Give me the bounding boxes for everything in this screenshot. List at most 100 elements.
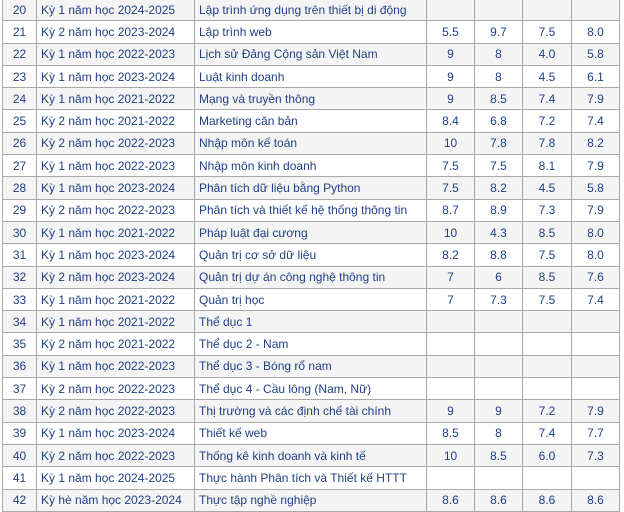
row-number: 33: [2, 287, 37, 312]
course-name-cell: Lịch sử Đảng Cộng sản Việt Nam: [194, 42, 427, 66]
score-cell-2: 4.3: [474, 220, 523, 245]
score-cell-4: [571, 332, 620, 356]
score-cell-2: 8.5: [474, 87, 523, 111]
score-cell-1: 10: [426, 131, 475, 156]
score-cell-2: [474, 377, 523, 401]
course-name-cell: Thị trường và các định chế tài chính: [194, 399, 427, 423]
course-name-cell: Quản trị học: [194, 287, 427, 312]
score-cell-3: 6.0: [522, 443, 572, 468]
table-row: 40 Kỳ 2 năm học 2022-2023 Thống kê kinh do…: [2, 443, 620, 468]
term-cell: Kỳ 2 năm học 2022-2023: [36, 399, 195, 423]
row-number: 26: [2, 131, 37, 156]
score-cell-4: [571, 377, 620, 401]
row-number: 23: [2, 64, 37, 89]
term-cell: Kỳ hè năm học 2023-2024: [36, 488, 195, 512]
score-cell-4: 7.9: [571, 198, 620, 222]
term-cell: Kỳ 1 năm học 2022-2023: [36, 42, 195, 66]
row-number: 21: [2, 20, 37, 44]
score-cell-3: 7.2: [522, 399, 572, 423]
score-cell-3: 7.3: [522, 198, 572, 222]
score-cell-2: 9.7: [474, 20, 523, 44]
score-cell-2: [474, 0, 523, 22]
score-cell-3: [522, 310, 572, 334]
course-name-cell: Lập trình web: [194, 20, 427, 44]
row-number: 22: [2, 42, 37, 66]
score-cell-1: 8.6: [426, 488, 475, 512]
score-cell-3: 8.5: [522, 220, 572, 245]
score-cell-3: 4.5: [522, 176, 572, 200]
score-cell-1: 8.4: [426, 109, 475, 133]
score-cell-3: 8.5: [522, 265, 572, 289]
term-cell: Kỳ 1 năm học 2021-2022: [36, 87, 195, 111]
table-row: 38 Kỳ 2 năm học 2022-2023 Thị trường và cá…: [2, 399, 620, 423]
course-name-cell: Thể dục 3 - Bóng rổ nam: [194, 354, 427, 379]
course-name-cell: Thiết kế web: [194, 421, 427, 445]
row-number: 32: [2, 265, 37, 289]
score-cell-2: 8.5: [474, 443, 523, 468]
score-cell-2: [474, 332, 523, 356]
score-cell-1: 5.5: [426, 20, 475, 44]
table-row: 22 Kỳ 1 năm học 2022-2023 Lịch sử Đảng Cộn…: [2, 42, 620, 66]
score-cell-2: 8.2: [474, 176, 523, 200]
score-cell-4: [571, 466, 620, 490]
table-row: 25 Kỳ 2 năm học 2021-2022 Marketing căn bả…: [2, 109, 620, 133]
score-cell-1: 9: [426, 64, 475, 89]
term-cell: Kỳ 1 năm học 2023-2024: [36, 64, 195, 89]
score-cell-4: 5.8: [571, 42, 620, 66]
score-cell-1: 9: [426, 399, 475, 423]
table-row: 39 Kỳ 1 năm học 2023-2024 Thiết kế web 8.5 8…: [2, 421, 620, 445]
score-cell-4: 7.9: [571, 87, 620, 111]
row-number: 31: [2, 243, 37, 267]
score-cell-3: 4.5: [522, 64, 572, 89]
row-number: 35: [2, 332, 37, 356]
table-row: 23 Kỳ 1 năm học 2023-2024 Luật kinh doanh 9…: [2, 64, 620, 89]
score-cell-2: 7.8: [474, 131, 523, 156]
score-cell-3: 7.5: [522, 20, 572, 44]
term-cell: Kỳ 1 năm học 2023-2024: [36, 421, 195, 445]
score-cell-2: 8.8: [474, 243, 523, 267]
term-cell: Kỳ 1 năm học 2024-2025: [36, 466, 195, 490]
score-cell-4: [571, 310, 620, 334]
score-cell-1: [426, 354, 475, 379]
table-row: 31 Kỳ 1 năm học 2023-2024 Quản trị cơ sở d…: [2, 243, 620, 267]
term-cell: Kỳ 2 năm học 2022-2023: [36, 131, 195, 156]
term-cell: Kỳ 1 năm học 2021-2022: [36, 310, 195, 334]
course-name-cell: Pháp luật đại cương: [194, 220, 427, 245]
score-cell-4: 7.6: [571, 265, 620, 289]
score-cell-1: 8.5: [426, 421, 475, 445]
score-cell-3: 7.2: [522, 109, 572, 133]
term-cell: Kỳ 2 năm học 2022-2023: [36, 377, 195, 401]
table-row: 33 Kỳ 1 năm học 2021-2022 Quản trị học 7 7.3…: [2, 287, 620, 312]
score-cell-4: 8.6: [571, 488, 620, 512]
score-cell-2: 8.9: [474, 198, 523, 222]
row-number: 36: [2, 354, 37, 379]
course-name-cell: Phân tích dữ liệu bằng Python: [194, 176, 427, 200]
table-row: 41 Kỳ 1 năm học 2024-2025 Thực hành Phân t…: [2, 466, 620, 490]
score-cell-1: [426, 377, 475, 401]
score-cell-2: 8: [474, 421, 523, 445]
term-cell: Kỳ 2 năm học 2021-2022: [36, 109, 195, 133]
term-cell: Kỳ 1 năm học 2022-2023: [36, 154, 195, 178]
course-name-cell: Nhập môn kinh doanh: [194, 154, 427, 178]
table-row: 29 Kỳ 2 năm học 2022-2023 Phân tích và thi…: [2, 198, 620, 222]
score-cell-1: 7.5: [426, 176, 475, 200]
course-name-cell: Thể dục 1: [194, 310, 427, 334]
row-number: 37: [2, 377, 37, 401]
row-number: 28: [2, 176, 37, 200]
row-number: 27: [2, 154, 37, 178]
score-cell-4: 5.8: [571, 176, 620, 200]
score-cell-3: [522, 354, 572, 379]
table-row: 30 Kỳ 1 năm học 2021-2022 Pháp luật đại cư…: [2, 220, 620, 245]
table-row: 37 Kỳ 2 năm học 2022-2023 Thể dục 4 - Cầu …: [2, 377, 620, 401]
row-number: 38: [2, 399, 37, 423]
score-cell-4: [571, 354, 620, 379]
course-name-cell: Thực tập nghề nghiệp: [194, 488, 427, 512]
row-number: 34: [2, 310, 37, 334]
term-cell: Kỳ 1 năm học 2021-2022: [36, 287, 195, 312]
row-number: 20: [2, 0, 37, 22]
score-cell-3: [522, 377, 572, 401]
score-cell-4: 8.0: [571, 243, 620, 267]
table-row: 21 Kỳ 2 năm học 2023-2024 Lập trình web 5.5…: [2, 20, 620, 44]
table-row: 32 Kỳ 2 năm học 2023-2024 Quản trị dự án c…: [2, 265, 620, 289]
